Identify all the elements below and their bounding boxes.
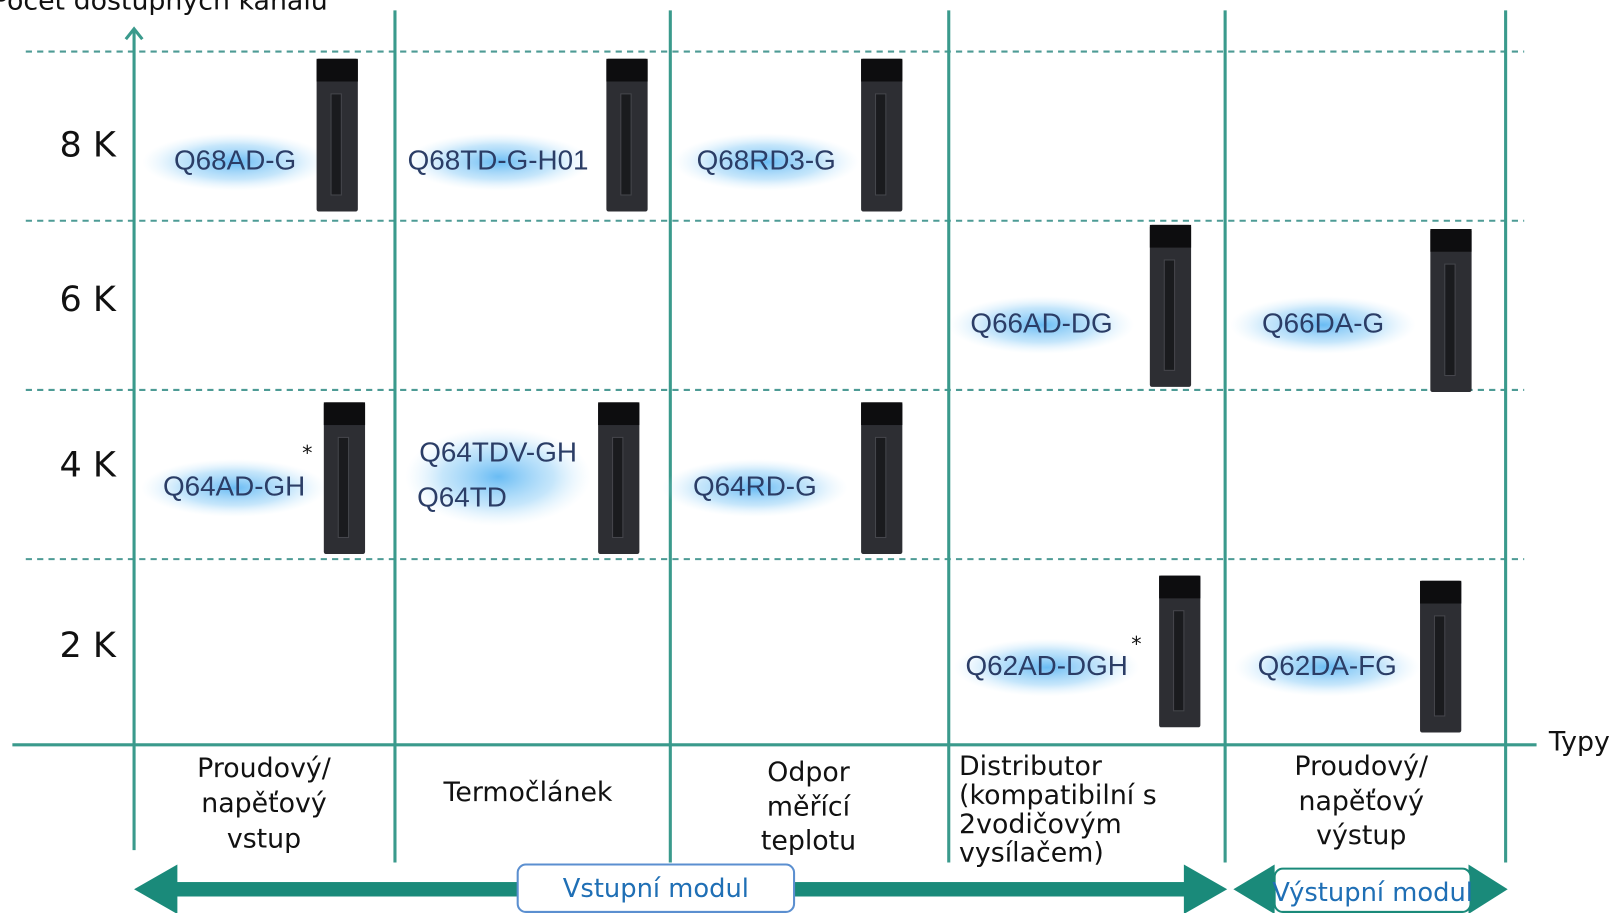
group-label: Vstupní modul — [563, 874, 749, 904]
module-cap — [598, 402, 640, 426]
module-label: Q64AD-GH — [163, 470, 305, 501]
module-cap — [1159, 575, 1201, 599]
module-glow — [141, 459, 327, 517]
module-slot — [620, 93, 632, 196]
row-label: 4 K — [59, 444, 116, 485]
module-label: Q64RD-G — [693, 470, 817, 501]
module-cap — [606, 58, 648, 82]
module-label: Q62AD-DGH — [966, 650, 1128, 681]
module-glow — [142, 133, 328, 191]
column-label: napěťový — [201, 788, 327, 819]
arrow-head — [1233, 864, 1275, 913]
module-label: Q64TD — [417, 482, 507, 513]
module-label: Q68RD3-G — [697, 144, 836, 175]
module-cap — [316, 58, 358, 82]
module-glow — [405, 133, 591, 191]
module-slot — [875, 93, 887, 196]
column-label: 2vodičovým — [959, 809, 1122, 840]
module-note: * — [302, 441, 312, 465]
module-cap — [1149, 224, 1192, 248]
module-cap — [323, 402, 366, 426]
arrow-head — [134, 864, 178, 913]
module-label: Q68TD-G-H01 — [408, 144, 589, 175]
column-label: měřící — [767, 791, 852, 822]
module-glow — [1230, 296, 1416, 354]
module-slot — [330, 93, 342, 196]
column-label: Distributor — [959, 751, 1103, 782]
module-glow — [673, 133, 860, 191]
module-label: Q62DA-FG — [1258, 650, 1397, 681]
column-label: Proudový/ — [1294, 751, 1429, 782]
column-label: napěťový — [1298, 786, 1424, 817]
column-label: (kompatibilní s — [959, 780, 1157, 811]
module-note: * — [1131, 632, 1141, 656]
column-label: vstup — [227, 823, 301, 854]
grid — [25, 50, 1525, 561]
columns — [12, 10, 1537, 863]
row-label: 6 K — [59, 279, 116, 320]
row-label: 8 K — [59, 124, 116, 165]
module-label: Q66DA-G — [1262, 307, 1384, 338]
module-cap — [1420, 580, 1462, 604]
y-axis-label: Počet dostupných kanálů — [0, 0, 328, 17]
column-label: Termočlánek — [443, 777, 613, 808]
module-slot — [1163, 259, 1176, 371]
module-slot — [612, 436, 624, 538]
module-glow — [405, 427, 591, 527]
module-label: Q64TDV-GH — [419, 436, 577, 467]
arrow-head — [1183, 864, 1228, 913]
group-box — [1273, 867, 1472, 913]
group-label: Výstupní modul — [1272, 878, 1473, 908]
module-cap — [861, 58, 903, 82]
module-glow — [662, 459, 848, 517]
arrow-head — [1468, 864, 1508, 913]
group-box — [516, 863, 796, 913]
module-label: Q66AD-DG — [970, 307, 1112, 338]
row-label: 2 K — [59, 625, 116, 666]
column-label: vysílačem) — [959, 838, 1104, 869]
module-slot — [337, 436, 350, 538]
column-label: Proudový/ — [197, 753, 332, 784]
column-label: výstup — [1316, 820, 1406, 851]
module-glow — [948, 296, 1135, 354]
module-glow — [953, 638, 1140, 697]
module-slot — [1433, 615, 1446, 717]
module-label: Q68AD-G — [174, 144, 296, 175]
module-cap — [861, 402, 903, 426]
column-label: Odpor — [767, 757, 850, 788]
x-axis-label: Typy — [1548, 726, 1610, 757]
column-label: teplotu — [761, 825, 856, 856]
module-glow — [1234, 638, 1421, 697]
module-cap — [1430, 229, 1472, 252]
y-axis-arrow — [124, 26, 144, 41]
module-slot — [1444, 263, 1456, 377]
module-slot — [1173, 610, 1185, 712]
module-slot — [875, 436, 887, 538]
